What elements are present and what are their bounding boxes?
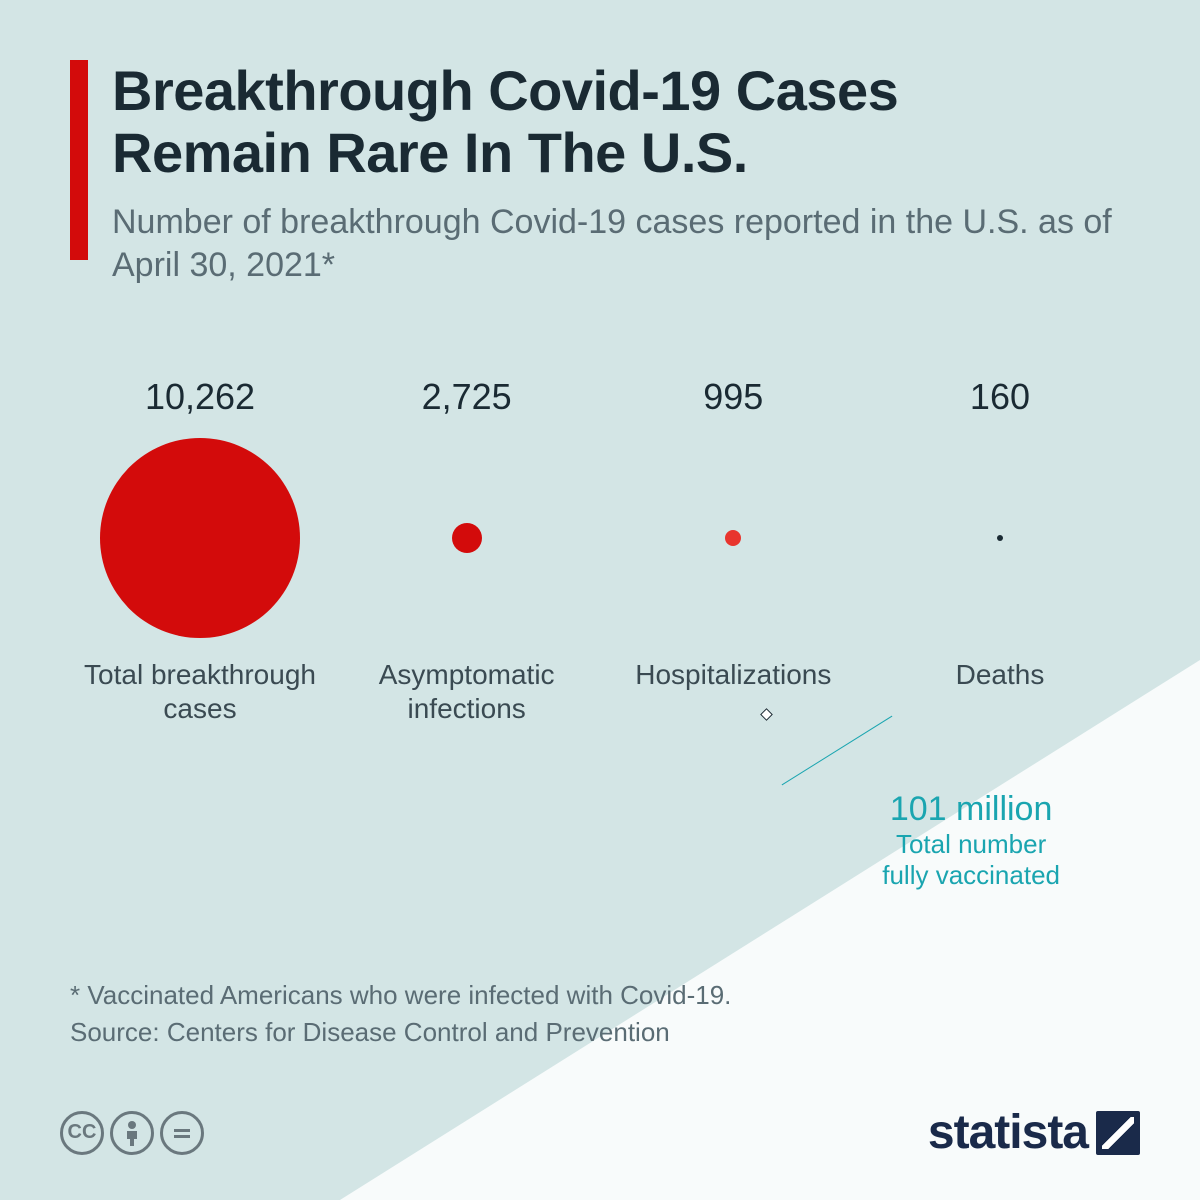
chart-value: 10,262 (145, 376, 255, 418)
bubble-icon (100, 438, 300, 638)
footnote-source: Source: Centers for Disease Control and … (70, 1014, 731, 1050)
logo-text: statista (928, 1105, 1088, 1160)
chart-item-2: 995 Hospitalizations (613, 376, 853, 725)
bubble-chart: 10,262 Total breakthrough cases 2,725 Asymp… (70, 376, 1130, 725)
bubble-container (452, 438, 482, 638)
logo-mark-icon (1096, 1111, 1140, 1155)
title-block: Breakthrough Covid-19 Cases Remain Rare … (112, 60, 1130, 286)
header: Breakthrough Covid-19 Cases Remain Rare … (70, 60, 1130, 286)
chart-value: 2,725 (422, 376, 512, 418)
bubble-container (725, 438, 741, 638)
bubble-container (100, 438, 300, 638)
footnote-definition: * Vaccinated Americans who were infected… (70, 977, 731, 1013)
by-icon (110, 1111, 154, 1155)
chart-value: 160 (970, 376, 1030, 418)
callout-label-1: Total number (882, 829, 1060, 860)
bubble-container (997, 438, 1003, 638)
cc-icon: CC (60, 1111, 104, 1155)
chart-item-0: 10,262 Total breakthrough cases (80, 376, 320, 725)
chart-value: 995 (703, 376, 763, 418)
title-line-2: Remain Rare In The U.S. (112, 122, 1130, 184)
bubble-icon (997, 535, 1003, 541)
content-wrapper: Breakthrough Covid-19 Cases Remain Rare … (0, 0, 1200, 725)
nd-icon (160, 1111, 204, 1155)
chart-item-1: 2,725 Asymptomatic infections (347, 376, 587, 725)
subtitle: Number of breakthrough Covid-19 cases re… (112, 201, 1130, 286)
license-icons: CC (60, 1111, 204, 1155)
footer: CC statista (60, 1105, 1140, 1160)
callout-label-2: fully vaccinated (882, 860, 1060, 891)
chart-label: Hospitalizations (635, 658, 831, 692)
title-line-1: Breakthrough Covid-19 Cases (112, 60, 1130, 122)
footnote: * Vaccinated Americans who were infected… (70, 977, 731, 1050)
chart-label: Asymptomatic infections (347, 658, 587, 725)
bubble-icon (452, 523, 482, 553)
chart-label: Deaths (956, 658, 1045, 692)
statista-logo: statista (928, 1105, 1140, 1160)
callout-annotation: 101 million Total number fully vaccinate… (882, 790, 1060, 891)
callout-value: 101 million (882, 790, 1060, 829)
accent-bar (70, 60, 88, 260)
chart-item-3: 160 Deaths (880, 376, 1120, 725)
chart-label: Total breakthrough cases (80, 658, 320, 725)
bubble-icon (725, 530, 741, 546)
